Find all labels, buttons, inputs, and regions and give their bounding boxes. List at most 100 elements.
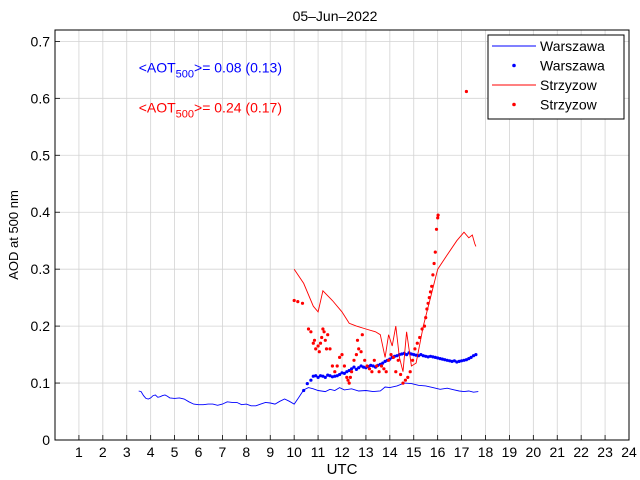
strzyzow-point bbox=[394, 370, 398, 374]
warszawa-point bbox=[469, 355, 473, 359]
warszawa-point bbox=[369, 363, 373, 367]
strzyzow-point bbox=[355, 338, 360, 342]
warszawa-point bbox=[400, 352, 404, 356]
x-tick-label: 6 bbox=[195, 444, 203, 460]
strzyzow-point bbox=[396, 358, 400, 362]
strzyzow-point bbox=[411, 358, 415, 362]
warszawa-points bbox=[302, 351, 478, 393]
legend-strzyzow-dot-swatch bbox=[512, 102, 516, 107]
warszawa-point bbox=[323, 375, 327, 379]
strzyzow-point bbox=[340, 353, 344, 357]
strzyzow-point bbox=[346, 378, 350, 382]
warszawa-point bbox=[345, 370, 349, 374]
grid-lines bbox=[55, 30, 630, 440]
x-tick-label: 1 bbox=[75, 444, 83, 460]
y-tick-label: 0.2 bbox=[31, 318, 51, 334]
x-tick-label: 20 bbox=[526, 444, 542, 460]
strzyzow-point bbox=[436, 213, 440, 217]
strzyzow-point bbox=[324, 347, 329, 351]
strzyzow-point bbox=[425, 307, 429, 311]
strzyzow-point bbox=[422, 324, 427, 328]
x-tick-label: 24 bbox=[621, 444, 637, 460]
y-tick-label: 0 bbox=[42, 432, 50, 448]
x-axis-label: UTC bbox=[327, 461, 358, 478]
legend-label-strzyzow: Strzyzow bbox=[540, 97, 598, 113]
warszawa-line bbox=[138, 382, 479, 407]
strzyzow-point bbox=[323, 338, 327, 342]
strzyzow-point bbox=[432, 261, 436, 266]
x-tick-label: 21 bbox=[549, 444, 565, 460]
warszawa-point bbox=[436, 356, 440, 360]
x-tick-label: 7 bbox=[219, 444, 227, 460]
warszawa-point bbox=[405, 353, 409, 357]
strzyzow-point bbox=[354, 353, 358, 357]
strzyzow-point bbox=[357, 347, 361, 351]
strzyzow-point bbox=[342, 364, 346, 368]
warszawa-point bbox=[352, 365, 356, 369]
annotation-prefix: <AOT bbox=[139, 60, 176, 76]
warszawa-point bbox=[443, 358, 447, 362]
x-tick-label: 23 bbox=[597, 444, 613, 460]
strzyzow-point bbox=[338, 355, 342, 359]
mean-aot-annotation: <AOT500>= 0.24 (0.17) bbox=[139, 100, 282, 121]
x-tick-label: 4 bbox=[147, 444, 155, 460]
x-tick-label: 14 bbox=[382, 444, 398, 460]
strzyzow-point bbox=[399, 372, 403, 377]
strzyzow-point bbox=[363, 358, 367, 362]
strzyzow-point bbox=[328, 347, 332, 351]
warszawa-point bbox=[462, 358, 466, 362]
strzyzow-line bbox=[293, 231, 477, 372]
strzyzow-point bbox=[367, 367, 372, 371]
warszawa-point bbox=[395, 354, 399, 358]
strzyzow-point bbox=[360, 333, 364, 337]
warszawa-point bbox=[433, 355, 437, 359]
x-tick-label: 22 bbox=[573, 444, 589, 460]
strzyzow-point bbox=[375, 364, 379, 368]
y-tick-label: 0.4 bbox=[31, 204, 51, 220]
strzyzow-point bbox=[406, 375, 410, 379]
strzyzow-point bbox=[345, 375, 349, 379]
warszawa-point bbox=[354, 367, 358, 371]
strzyzow-point bbox=[292, 298, 296, 303]
x-tick-label: 12 bbox=[334, 444, 350, 460]
strzyzow-point bbox=[408, 370, 412, 374]
strzyzow-point bbox=[317, 350, 321, 354]
warszawa-point bbox=[318, 374, 323, 378]
x-tick-label: 8 bbox=[242, 444, 250, 460]
warszawa-point bbox=[455, 360, 459, 364]
warszawa-point bbox=[330, 375, 334, 379]
x-tick-label: 3 bbox=[123, 444, 131, 460]
warszawa-point bbox=[335, 374, 339, 378]
y-tick-label: 0.7 bbox=[31, 33, 51, 49]
warszawa-point bbox=[359, 364, 363, 368]
warszawa-point bbox=[445, 358, 449, 362]
warszawa-point bbox=[450, 359, 454, 363]
axis-ticks: 1 2 3 4 5 6 7 8 9 10 11 12 13 14 15 16 17 18 19 20 21 22 23 240… bbox=[31, 33, 637, 460]
warszawa-point bbox=[357, 366, 361, 370]
warszawa-point bbox=[309, 378, 313, 382]
x-tick-label: 11 bbox=[311, 444, 326, 460]
warszawa-point bbox=[440, 357, 444, 361]
strzyzow-point bbox=[384, 370, 388, 374]
legend-label-warszawa: Warszawa bbox=[540, 58, 605, 74]
strzyzow-points bbox=[292, 89, 468, 385]
warszawa-point bbox=[431, 355, 435, 359]
y-tick-label: 0.3 bbox=[31, 261, 51, 277]
strzyzow-point bbox=[311, 341, 315, 345]
strzyzow-point bbox=[316, 344, 320, 348]
warszawa-point bbox=[314, 374, 318, 378]
strzyzow-point bbox=[379, 364, 384, 368]
strzyzow-point bbox=[312, 338, 317, 342]
strzyzow-point bbox=[434, 227, 439, 231]
strzyzow-point bbox=[430, 284, 434, 288]
strzyzow-point bbox=[389, 353, 393, 357]
strzyzow-point bbox=[428, 290, 433, 294]
x-tick-label: 2 bbox=[99, 444, 107, 460]
warszawa-point bbox=[305, 382, 309, 386]
warszawa-point bbox=[361, 365, 366, 369]
strzyzow-point bbox=[309, 330, 313, 334]
chart-title: 05–Jun–2022 bbox=[293, 8, 378, 24]
strzyzow-point bbox=[306, 327, 311, 331]
warszawa-point bbox=[448, 359, 452, 363]
legend-label-warszawa: Warszawa bbox=[540, 38, 605, 54]
